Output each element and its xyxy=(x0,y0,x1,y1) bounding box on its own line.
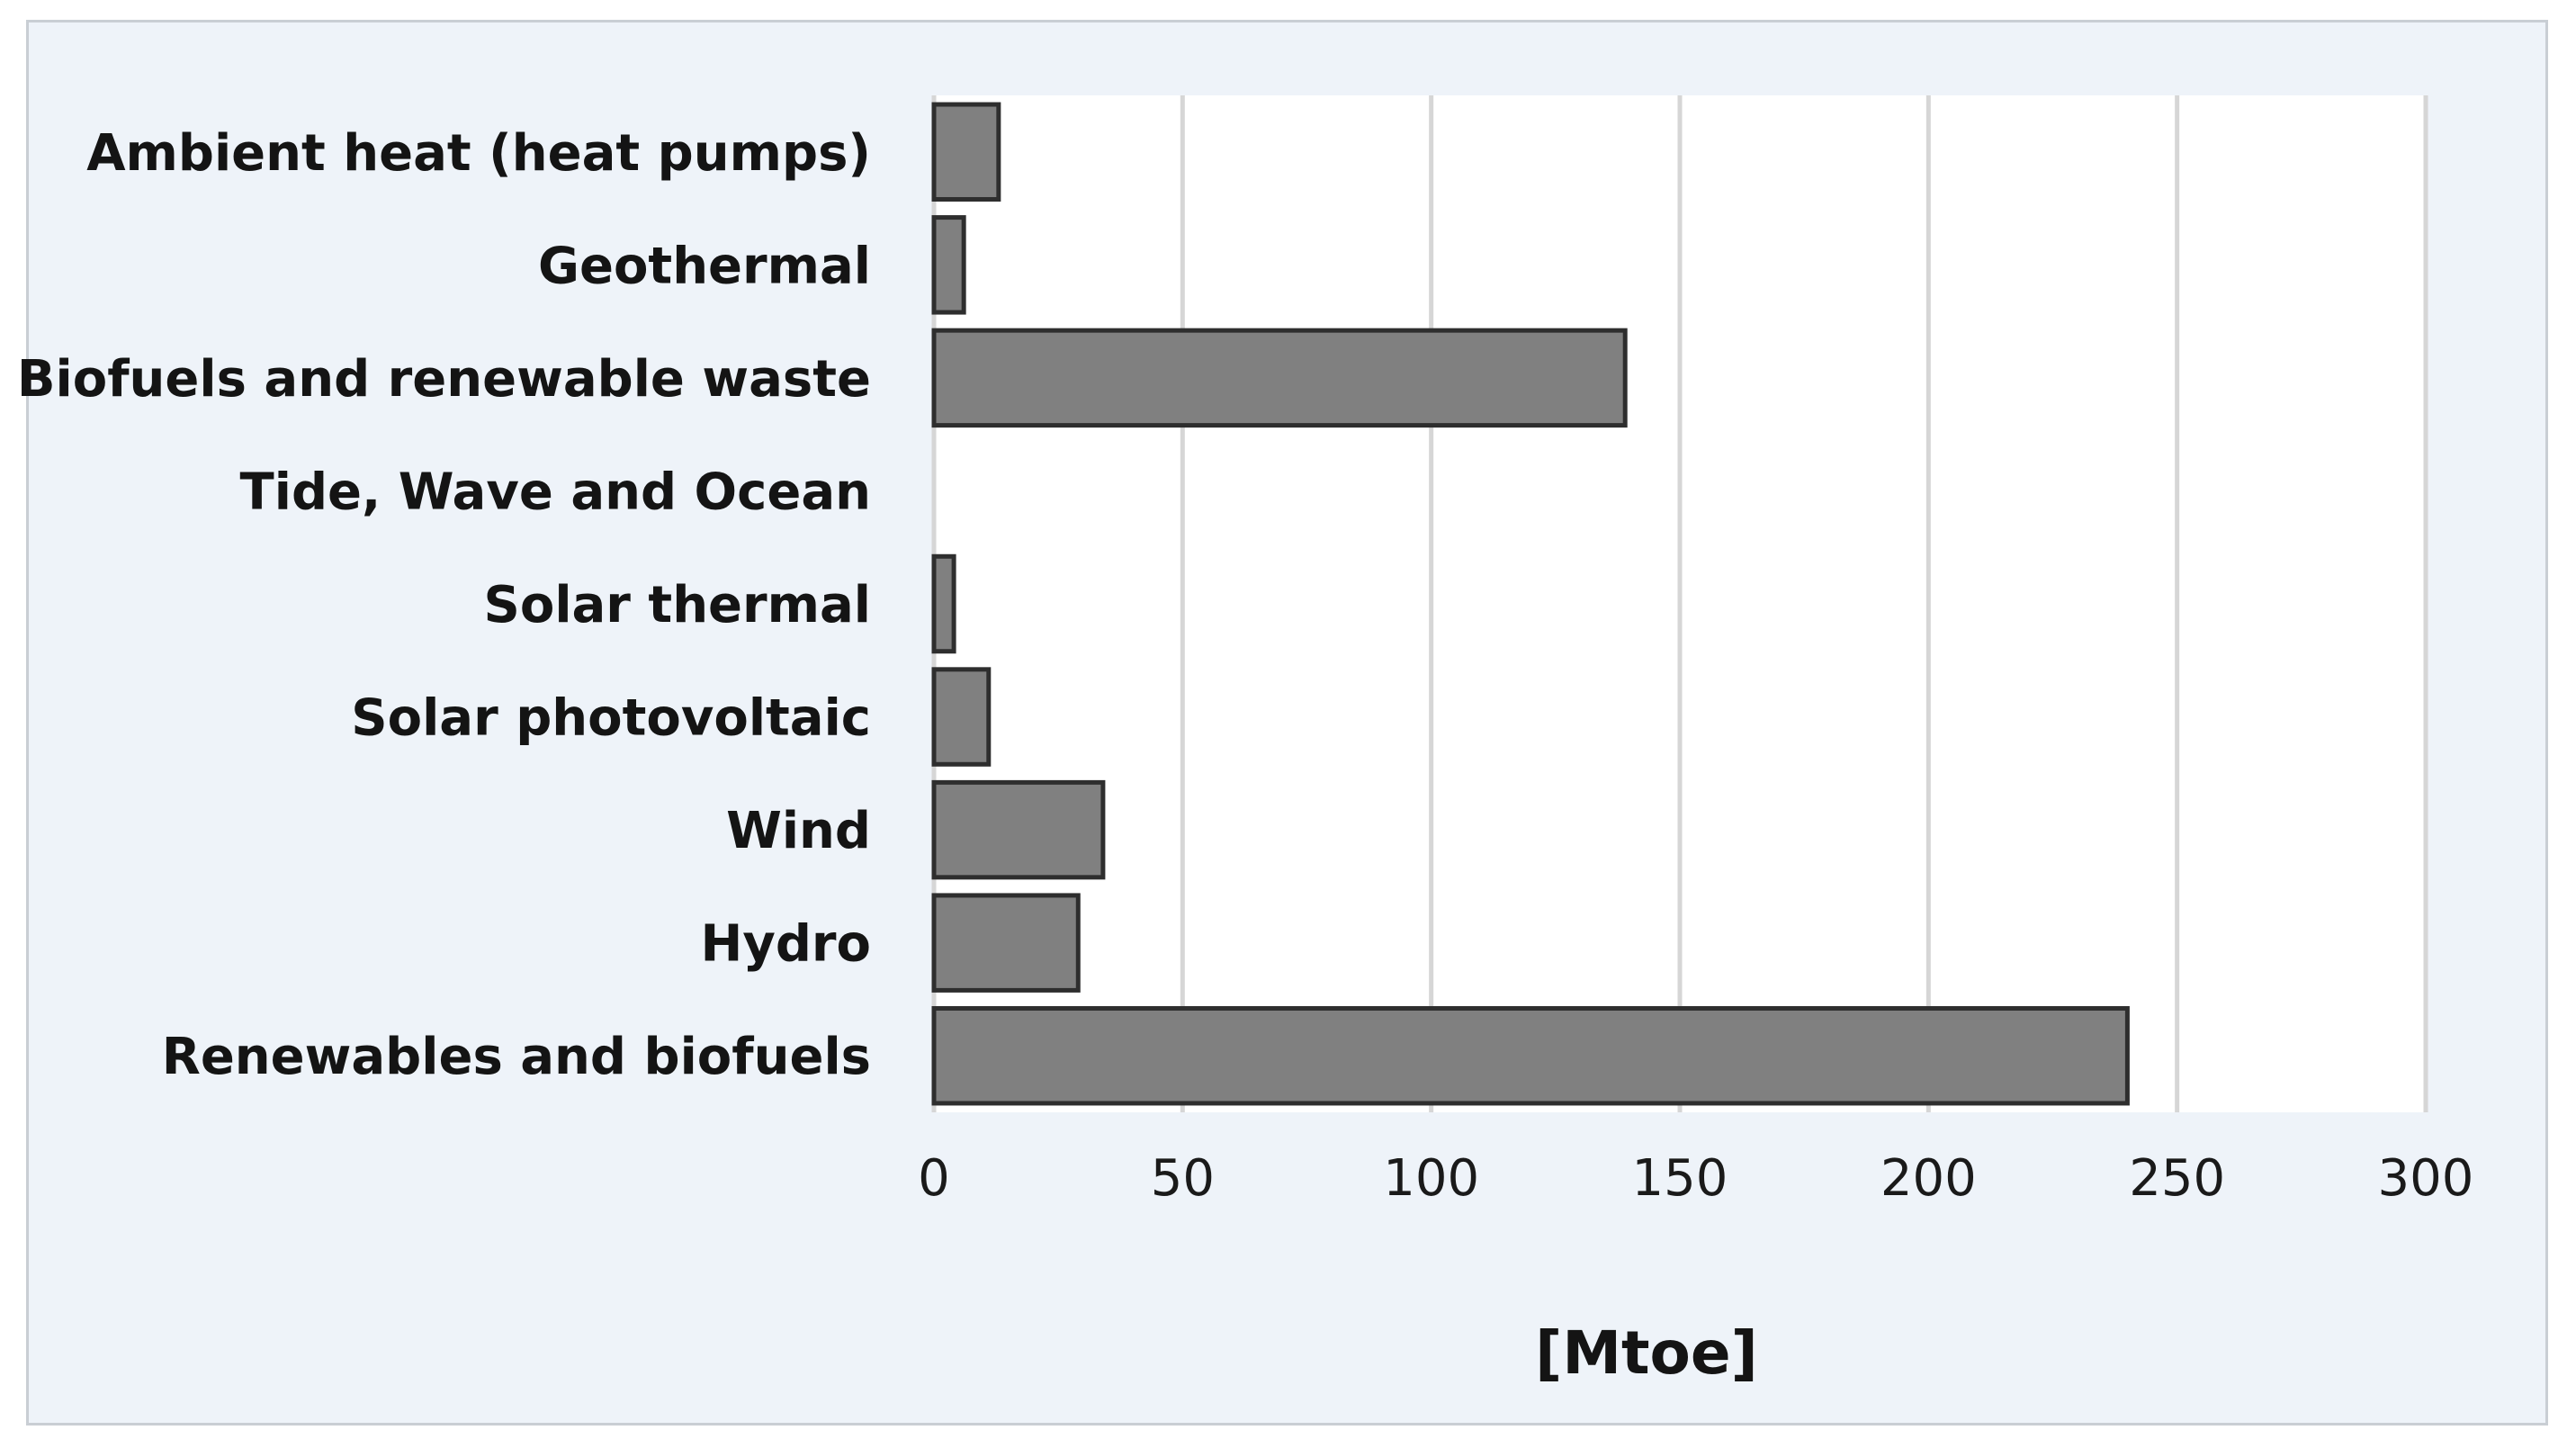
bar xyxy=(931,215,966,315)
bar xyxy=(931,102,1001,202)
x-tick-label: 0 xyxy=(918,1149,950,1208)
bar xyxy=(931,667,992,767)
bar xyxy=(931,893,1081,993)
category-label: Biofuels and renewable waste xyxy=(17,350,871,409)
category-label: Tide, Wave and Ocean xyxy=(240,463,871,521)
x-axis-title: [Mtoe] xyxy=(1535,1318,1758,1388)
bar xyxy=(931,328,1628,428)
category-label: Renewables and biofuels xyxy=(162,1028,871,1086)
bar xyxy=(931,1005,2130,1106)
category-label: Solar photovoltaic xyxy=(351,689,871,748)
x-tick-label: 150 xyxy=(1632,1149,1728,1208)
category-labels: Ambient heat (heat pumps) Geothermal Biofu… xyxy=(17,124,871,1086)
category-label: Geothermal xyxy=(538,237,871,295)
x-tick-label: 250 xyxy=(2129,1149,2225,1208)
x-tick-label: 100 xyxy=(1383,1149,1479,1208)
x-tick-labels: 0 50 100 150 200 250 300 xyxy=(918,1149,2473,1208)
category-label: Wind xyxy=(726,802,871,860)
category-label: Ambient heat (heat pumps) xyxy=(86,124,871,183)
category-label: Hydro xyxy=(700,915,871,974)
x-tick-label: 50 xyxy=(1151,1149,1215,1208)
bar xyxy=(931,779,1106,880)
category-label: Solar thermal xyxy=(484,576,871,634)
x-tick-label: 300 xyxy=(2378,1149,2474,1208)
bars xyxy=(931,102,2130,1106)
x-tick-label: 200 xyxy=(1880,1149,1977,1208)
bar xyxy=(931,553,956,654)
gridlines xyxy=(931,95,2428,1112)
